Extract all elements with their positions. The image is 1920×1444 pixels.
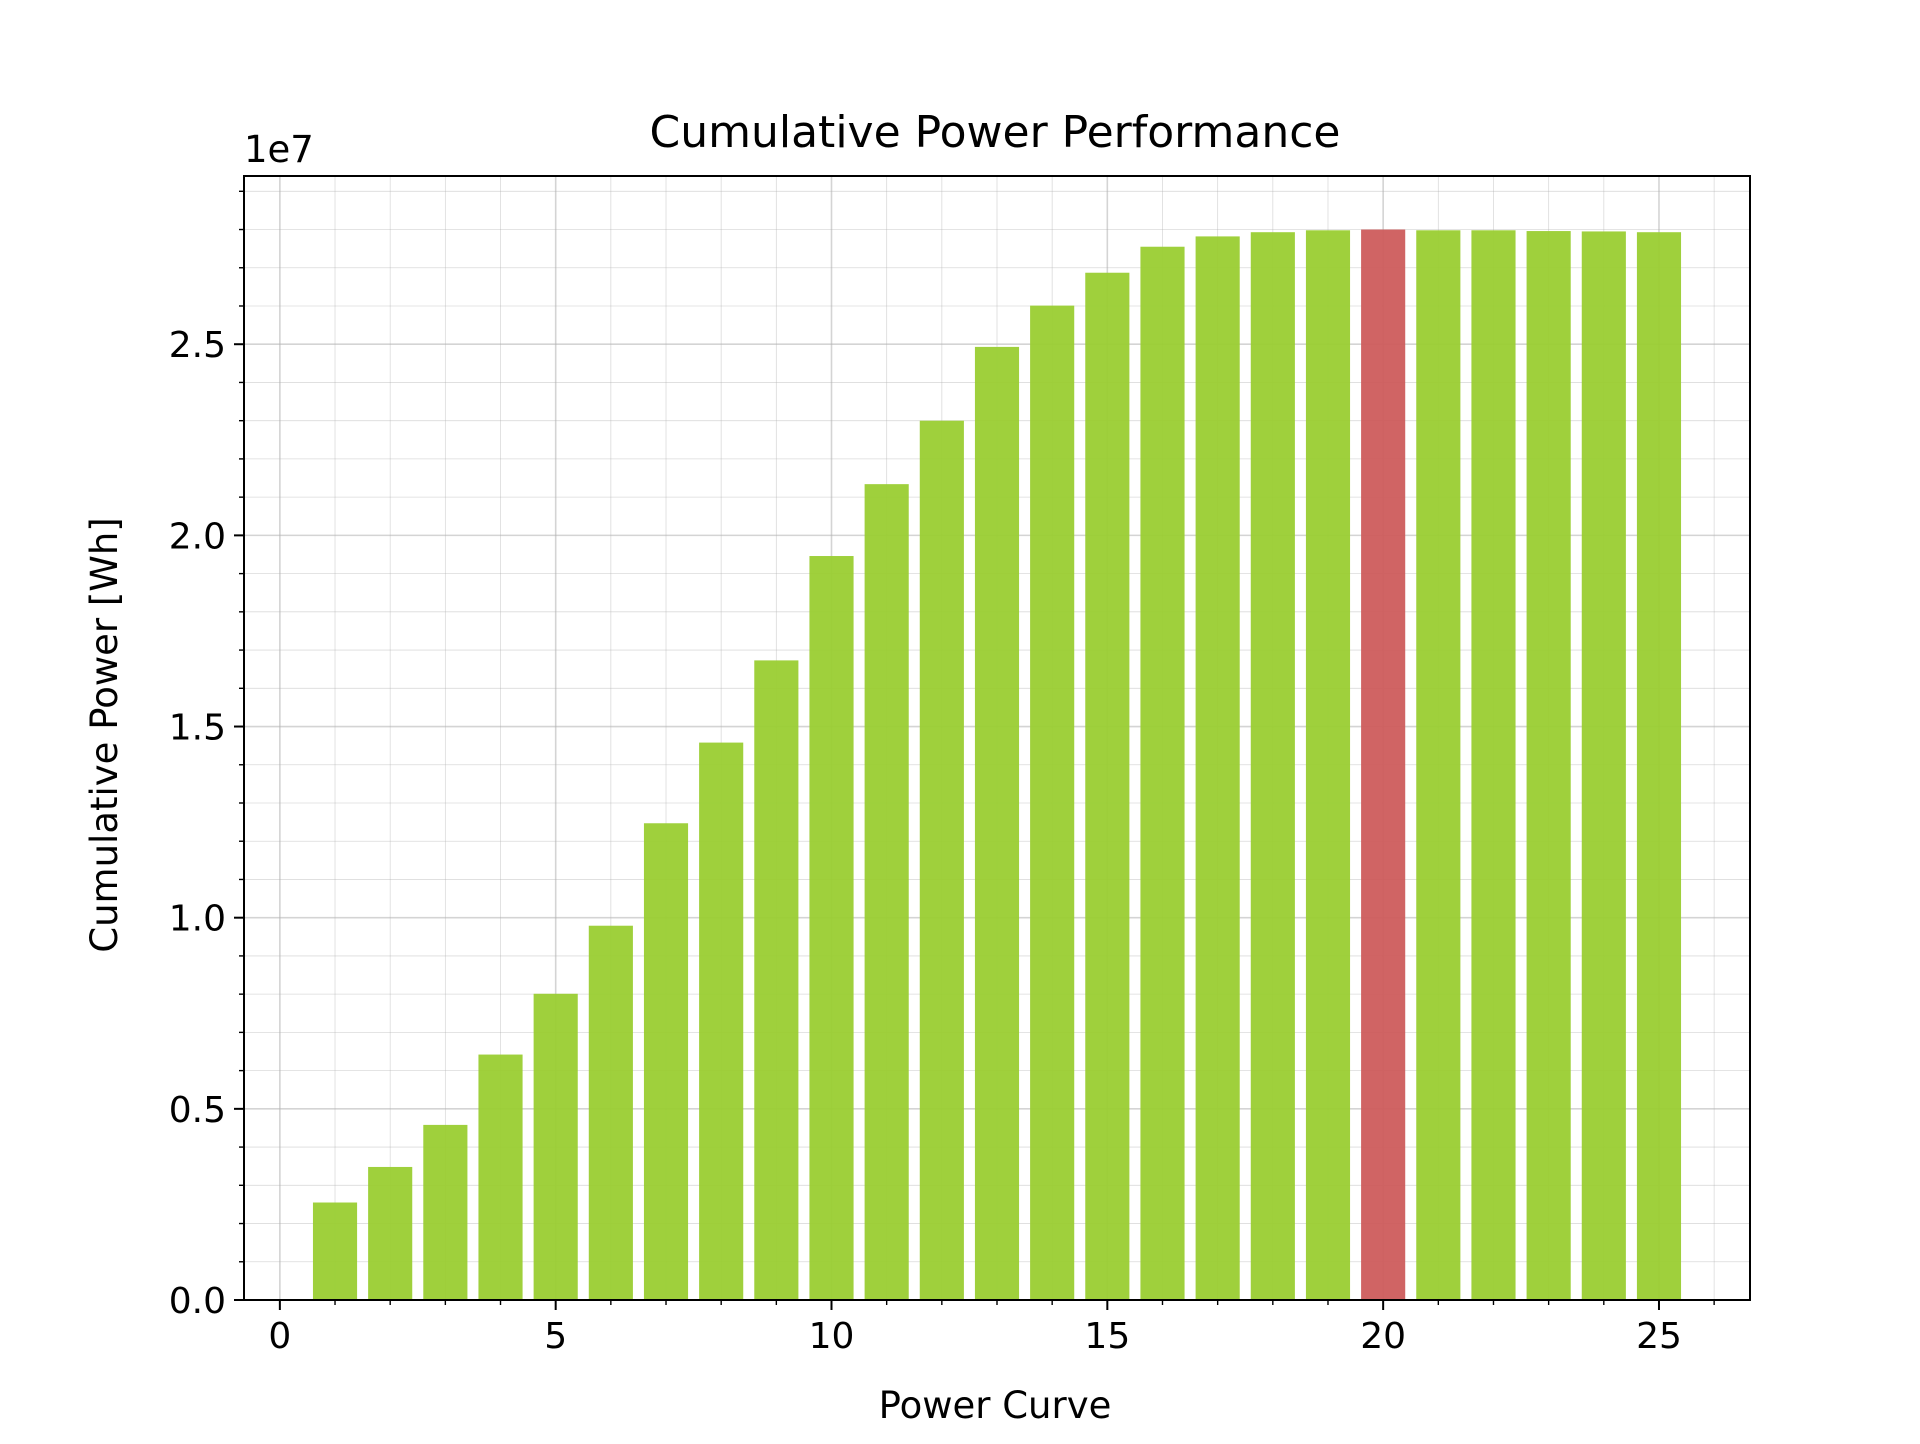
y-tick-label: 2.0 (169, 516, 226, 557)
x-tick-label: 15 (1084, 1316, 1130, 1357)
bar (1140, 246, 1185, 1300)
bar (1526, 231, 1571, 1300)
bar (1416, 230, 1461, 1300)
bar (1250, 232, 1295, 1301)
chart-title: Cumulative Power Performance (650, 107, 1341, 158)
y-tick-labels: 0.0 0.5 1.0 1.5 2.0 2.5 (169, 325, 226, 1322)
bar (1030, 305, 1075, 1300)
bars (312, 229, 1682, 1301)
bar (864, 484, 909, 1300)
x-axis-label: Power Curve (879, 1384, 1112, 1427)
bar (1636, 232, 1682, 1301)
bar (809, 556, 854, 1300)
y-tick-label: 0.0 (169, 1281, 226, 1322)
bar-highlighted (1361, 229, 1406, 1300)
x-tick-label: 0 (268, 1316, 291, 1357)
bar (1305, 230, 1351, 1300)
bar (1195, 236, 1240, 1301)
x-tick-label: 5 (544, 1316, 567, 1357)
bar (1471, 230, 1516, 1300)
y-offset-label: 1e7 (244, 128, 314, 171)
bar (974, 346, 1020, 1300)
bar (1085, 272, 1130, 1301)
bar (533, 993, 578, 1300)
y-axis-label: Cumulative Power [Wh] (83, 517, 126, 952)
x-tick-labels: 0 5 10 15 20 25 (268, 1316, 1681, 1357)
bar (588, 925, 633, 1300)
y-tick-label: 0.5 (169, 1090, 226, 1131)
bar (754, 660, 799, 1300)
x-tick-label: 25 (1636, 1316, 1682, 1357)
bar (368, 1166, 413, 1300)
bar (312, 1202, 358, 1300)
x-tick-label: 20 (1360, 1316, 1406, 1357)
y-tick-label: 2.5 (169, 325, 226, 366)
y-tick-label: 1.0 (169, 899, 226, 940)
y-tick-label: 1.5 (169, 708, 226, 749)
x-tick-label: 10 (809, 1316, 855, 1357)
bar (1581, 231, 1626, 1300)
bar (643, 823, 689, 1300)
bar (699, 742, 744, 1300)
bar (919, 420, 964, 1300)
tick-marks (234, 190, 1715, 1310)
bar (478, 1054, 523, 1300)
bar (423, 1124, 468, 1300)
